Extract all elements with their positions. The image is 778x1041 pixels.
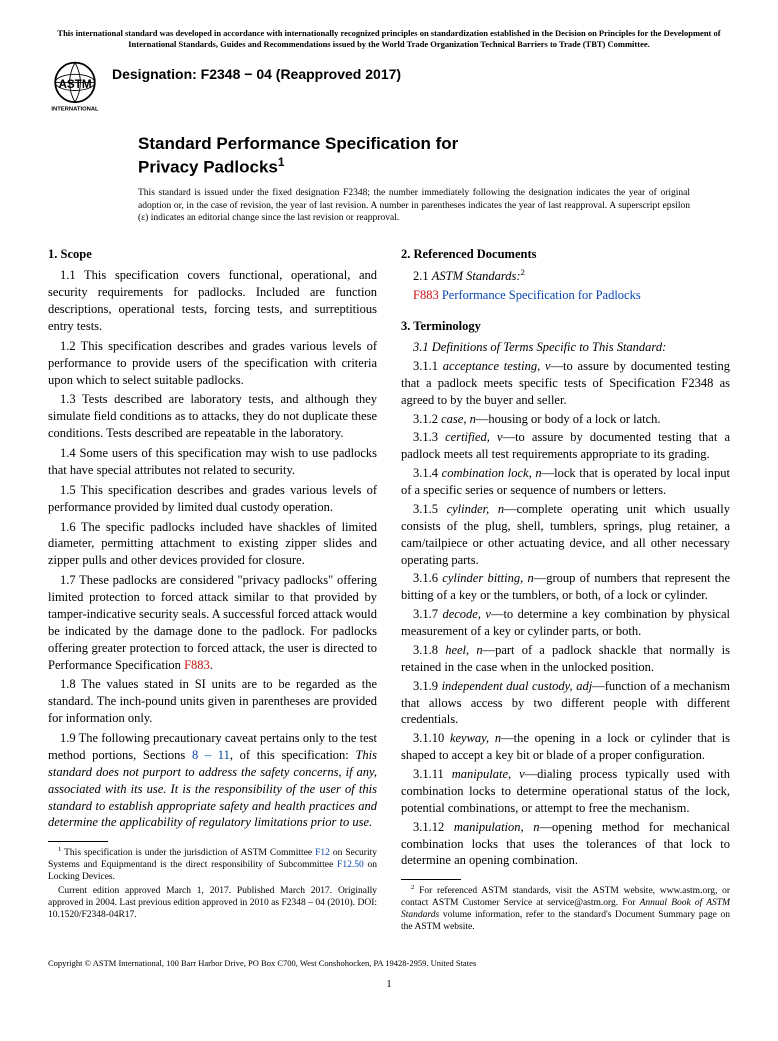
t-3-1-10: 3.1.10 keyway, n—the opening in a lock o… (401, 730, 730, 764)
title-block: Standard Performance Specification for P… (138, 133, 730, 177)
p-2-1: 2.1 ASTM Standards:2 (401, 267, 730, 285)
p-3-1: 3.1 Definitions of Terms Specific to Thi… (401, 339, 730, 356)
page-number: 1 (48, 977, 730, 992)
link-f883-text[interactable]: Performance Specification for Padlocks (439, 288, 641, 302)
p-1-3: 1.3 Tests described are laboratory tests… (48, 391, 377, 442)
footnote-1: 1 This specification is under the jurisd… (48, 846, 377, 884)
title-sup: 1 (278, 155, 285, 169)
link-f883[interactable]: F883 (184, 658, 210, 672)
link-sections-8-11[interactable]: 8 – 11 (192, 748, 230, 762)
t-3-1-6: 3.1.6 cylinder bitting, n—group of numbe… (401, 570, 730, 604)
t-3-1-7: 3.1.7 decode, v—to determine a key combi… (401, 606, 730, 640)
t-3-1-9: 3.1.9 independent dual custody, adj—func… (401, 678, 730, 729)
designation-block: Designation: F2348 − 04 (Reapproved 2017… (112, 59, 401, 84)
t-3-1-3: 3.1.3 certified, v—to assure by document… (401, 429, 730, 463)
copyright: Copyright © ASTM International, 100 Barr… (48, 958, 730, 969)
astm-logo: ASTM INTERNATIONAL (48, 59, 102, 113)
term-head: 3. Terminology (401, 318, 730, 335)
issuance-note: This standard is issued under the fixed … (138, 187, 730, 224)
title-line-2: Privacy Padlocks (138, 157, 278, 176)
p-1-1: 1.1 This specification covers functional… (48, 267, 377, 335)
t-3-1-1: 3.1.1 acceptance testing, v—to assure by… (401, 358, 730, 409)
left-column: 1. Scope 1.1 This specification covers f… (48, 242, 377, 936)
p-1-6: 1.6 The specific padlocks included have … (48, 519, 377, 570)
p-1-4: 1.4 Some users of this specification may… (48, 445, 377, 479)
ref-link-line: F883 Performance Specification for Padlo… (401, 287, 730, 304)
p-1-8: 1.8 The values stated in SI units are to… (48, 676, 377, 727)
link-f12-50[interactable]: F12.50 (337, 860, 364, 870)
t-3-1-5: 3.1.5 cylinder, n—complete operating uni… (401, 501, 730, 569)
t-3-1-12: 3.1.12 manipulation, n—opening method fo… (401, 819, 730, 870)
t-3-1-2: 3.1.2 case, n—housing or body of a lock … (401, 411, 730, 428)
t-3-1-8: 3.1.8 heel, n—part of a padlock shackle … (401, 642, 730, 676)
right-column: 2. Referenced Documents 2.1 ASTM Standar… (401, 242, 730, 936)
footnote-rule-left (48, 841, 108, 842)
footnote-1b: Current edition approved March 1, 2017. … (48, 886, 377, 922)
p-1-2: 1.2 This specification describes and gra… (48, 338, 377, 389)
p-1-7: 1.7 These padlocks are considered "priva… (48, 572, 377, 673)
footnote-2: 2 For referenced ASTM standards, visit t… (401, 884, 730, 934)
top-notice: This international standard was develope… (48, 28, 730, 49)
p-1-9: 1.9 The following precautionary caveat p… (48, 730, 377, 831)
svg-text:INTERNATIONAL: INTERNATIONAL (51, 107, 99, 113)
link-f12[interactable]: F12 (315, 848, 330, 858)
ref-head: 2. Referenced Documents (401, 246, 730, 263)
link-f883-code[interactable]: F883 (413, 288, 439, 302)
header-row: ASTM INTERNATIONAL Designation: F2348 − … (48, 59, 730, 113)
p-1-5: 1.5 This specification describes and gra… (48, 482, 377, 516)
doc-title: Standard Performance Specification for P… (138, 133, 730, 177)
scope-head: 1. Scope (48, 246, 377, 263)
t-3-1-11: 3.1.11 manipulate, v—dialing process typ… (401, 766, 730, 817)
designation: Designation: F2348 − 04 (Reapproved 2017… (112, 65, 401, 84)
svg-text:ASTM: ASTM (58, 78, 91, 91)
t-3-1-4: 3.1.4 combination lock, n—lock that is o… (401, 465, 730, 499)
footnote-rule-right (401, 879, 461, 880)
title-line-1: Standard Performance Specification for (138, 134, 458, 153)
body-columns: 1. Scope 1.1 This specification covers f… (48, 242, 730, 936)
